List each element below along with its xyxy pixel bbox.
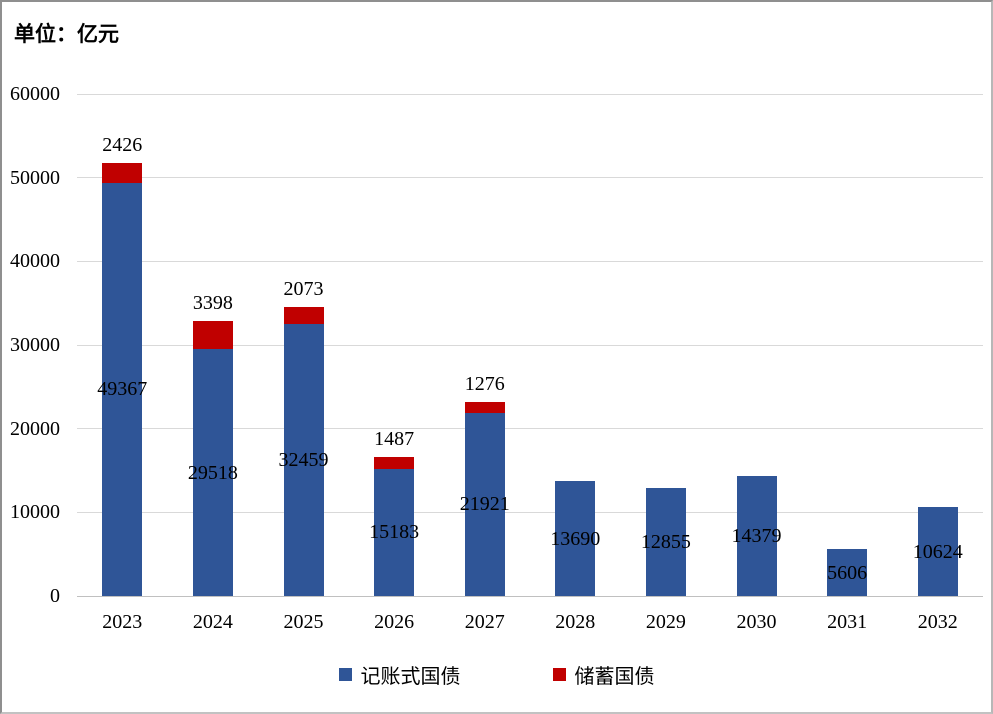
gridline-0 — [77, 595, 983, 597]
bar-2027-blue-segment — [464, 412, 505, 596]
bar-2028-blue-segment — [555, 481, 596, 596]
gridline-50000 — [77, 177, 983, 179]
x-axis-label-2031: 2031 — [827, 611, 868, 633]
y-axis-tick-30000: 30000 — [10, 334, 60, 356]
bar-2026-red-segment — [374, 456, 415, 469]
x-axis-label-2027: 2027 — [464, 611, 505, 633]
bar-2024-blue-segment — [192, 349, 233, 596]
bar-2025-blue-segment — [283, 324, 324, 596]
legend-swatch-blue-icon — [338, 668, 352, 681]
x-axis-label-2032: 2032 — [917, 611, 958, 633]
data-label-2030-blue: 14379 — [731, 524, 782, 547]
data-label-2027-red: 1276 — [464, 372, 505, 395]
x-axis-label-2028: 2028 — [555, 611, 596, 633]
data-label-2028-blue: 13690 — [550, 527, 601, 550]
legend-label-savings-bonds: 储蓄国债 — [574, 666, 655, 688]
legend-item-savings-bonds: 储蓄国债 — [552, 660, 655, 689]
data-label-2026-blue: 15183 — [369, 521, 420, 544]
bar-2029-blue-segment — [645, 488, 686, 596]
gridline-30000 — [77, 344, 983, 346]
x-axis-label-2026: 2026 — [374, 611, 415, 633]
gridline-60000 — [77, 93, 983, 95]
data-label-2023-red: 2426 — [102, 133, 143, 156]
y-axis-tick-20000: 20000 — [10, 417, 60, 440]
y-axis-tick-50000: 50000 — [10, 166, 60, 189]
x-axis-label-2023: 2023 — [102, 611, 143, 633]
gridline-10000 — [77, 511, 983, 513]
bar-2023-red-segment — [102, 162, 143, 183]
data-label-2032-blue: 10624 — [912, 540, 963, 563]
bar-2030-blue-segment — [736, 475, 777, 596]
legend: 记账式国债 储蓄国债 — [2, 660, 991, 689]
bar-2031-blue-segment — [827, 549, 868, 596]
gridline-20000 — [77, 428, 983, 430]
data-label-2025-blue: 32459 — [278, 449, 329, 472]
y-axis-tick-60000: 60000 — [10, 83, 60, 105]
plot-area: 0 10000 20000 30000 40000 50000 60000 49367 2426… — [10, 83, 983, 633]
data-label-2025-red: 2073 — [283, 278, 324, 301]
legend-item-book-entry-bonds: 记账式国债 — [338, 660, 461, 689]
x-axis-label-2029: 2029 — [645, 611, 686, 633]
data-label-2024-red: 3398 — [192, 291, 233, 314]
bar-2023-blue-segment — [102, 182, 143, 596]
bar-2027-red-segment — [464, 401, 505, 413]
bar-2026-blue-segment — [374, 468, 415, 596]
data-label-2024-blue: 29518 — [187, 461, 238, 484]
legend-swatch-red-icon — [552, 668, 566, 681]
x-axis-label-2025: 2025 — [283, 611, 324, 633]
data-label-2023-blue: 49367 — [97, 378, 148, 401]
gridline-40000 — [77, 260, 983, 262]
y-axis-tick-10000: 10000 — [10, 501, 60, 524]
x-axis-label-2024: 2024 — [192, 611, 233, 633]
bar-2025-red-segment — [283, 307, 324, 325]
x-axis-label-2030: 2030 — [736, 611, 777, 633]
y-axis-tick-40000: 40000 — [10, 250, 60, 273]
data-label-2031-blue: 5606 — [827, 561, 868, 584]
unit-label: 单位：亿元 — [14, 22, 119, 46]
y-axis-tick-0: 0 — [50, 585, 60, 607]
bar-2032-blue-segment — [917, 507, 958, 596]
bar-2024-red-segment — [192, 320, 233, 350]
legend-label-book-entry-bonds: 记账式国债 — [360, 666, 461, 688]
data-label-2027-blue: 21921 — [459, 493, 510, 516]
data-label-2026-red: 1487 — [374, 427, 415, 450]
data-label-2029-blue: 12855 — [640, 531, 691, 554]
